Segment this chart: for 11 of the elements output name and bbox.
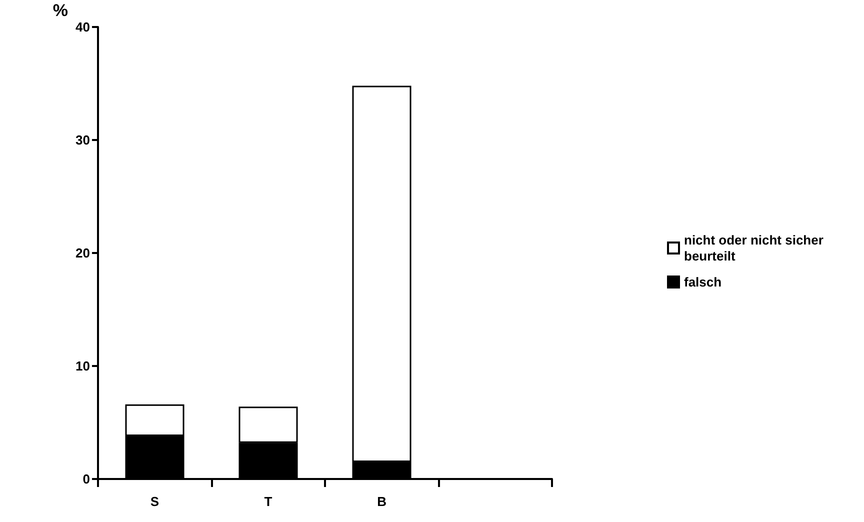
y-tick-label: 0	[82, 472, 90, 486]
y-tick-label: 40	[76, 20, 90, 34]
x-tick-label: S	[150, 494, 160, 509]
y-tick-label: 10	[76, 358, 90, 374]
x-tick-label: T	[264, 494, 272, 509]
x-tick-label: B	[377, 494, 386, 509]
legend-label: falsch	[684, 274, 722, 290]
y-axis-title: %	[52, 1, 68, 20]
y-tick-label: 30	[76, 132, 90, 148]
y-tick-label: 20	[76, 246, 90, 260]
legend-label: nicht oder nicht sicher beurteilt	[684, 232, 828, 264]
